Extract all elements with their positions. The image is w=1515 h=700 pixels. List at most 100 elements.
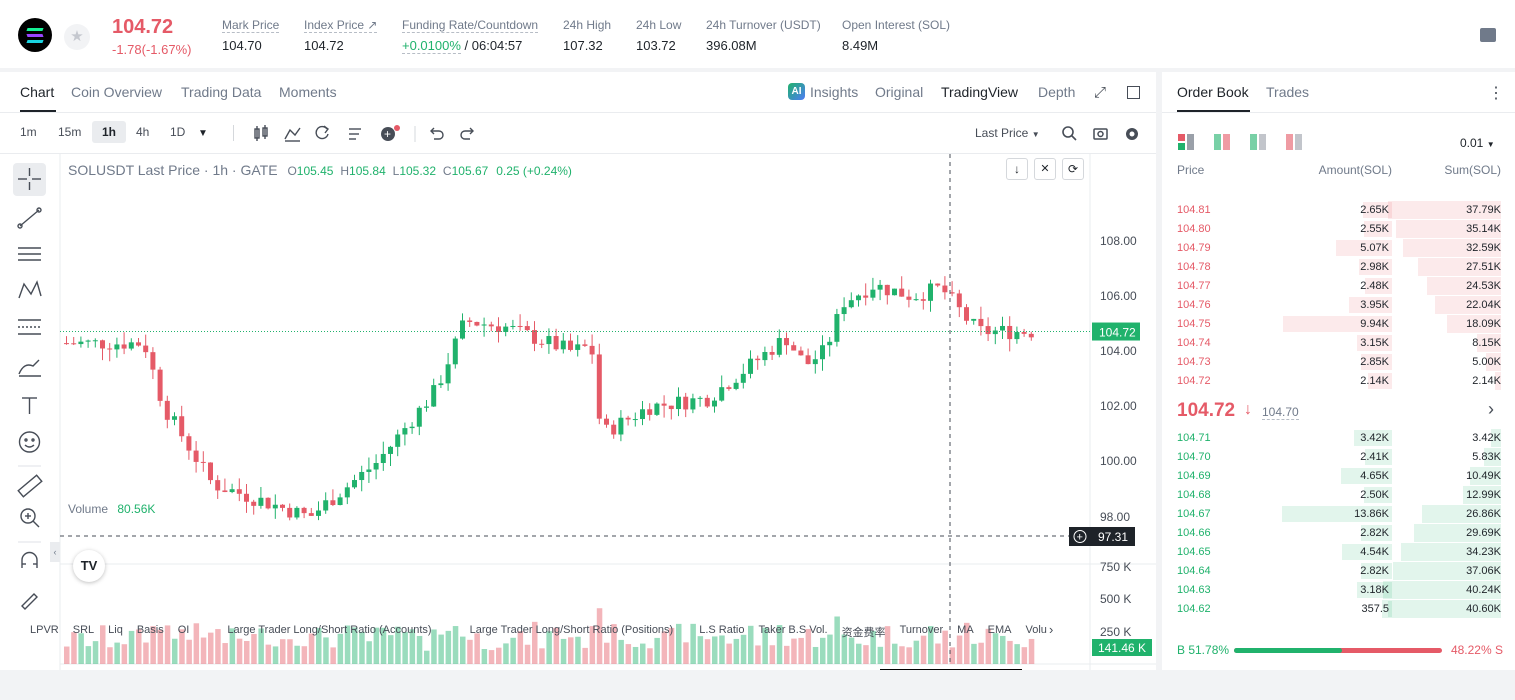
chevron-right-icon[interactable]: › <box>1488 399 1494 419</box>
indicator-item[interactable]: Large Trader Long/Short Ratio (Positions… <box>469 624 674 636</box>
orderbook-row[interactable]: 104.62 357.5 40.60K <box>1162 600 1515 618</box>
text-tool-icon[interactable] <box>22 397 37 414</box>
orderbook-row[interactable]: 104.81 2.65K 37.79K <box>1162 201 1515 219</box>
collapse-icon[interactable]: ✕ <box>1034 158 1056 180</box>
orderbook-row[interactable]: 104.63 3.18K 40.24K <box>1162 581 1515 599</box>
reset-icon[interactable]: ⟳ <box>1062 158 1084 180</box>
scroll-down-icon[interactable]: ↓ <box>1006 158 1028 180</box>
trend-line-icon[interactable] <box>17 207 42 229</box>
ruler-icon[interactable] <box>17 474 43 498</box>
indicator-item[interactable]: Turnover <box>899 624 944 636</box>
interval-15m[interactable]: 15m <box>58 125 82 139</box>
book-amount: 2.41K <box>1360 451 1389 463</box>
view-bids-icon[interactable] <box>1214 134 1230 150</box>
interval-1D[interactable]: 1D <box>170 125 186 139</box>
orderbook-row[interactable]: 104.69 4.65K 10.49K <box>1162 467 1515 485</box>
crosshair-icon[interactable] <box>18 168 41 190</box>
window-icon[interactable] <box>1127 86 1140 99</box>
view-tab-insights[interactable]: Insights <box>810 84 859 100</box>
replay-icon[interactable] <box>315 125 329 140</box>
orderbook-row[interactable]: 104.72 2.14K 2.14K <box>1162 372 1515 390</box>
orderbook-row[interactable]: 104.76 3.95K 22.04K <box>1162 296 1515 314</box>
tab-chart[interactable]: Chart <box>20 84 55 100</box>
book-sum: 29.69K <box>1466 527 1501 539</box>
orderbook-row[interactable]: 104.78 2.98K 27.51K <box>1162 258 1515 276</box>
indicator-item[interactable]: Basis <box>136 624 164 636</box>
interval-dropdown-icon[interactable]: ▼ <box>198 128 208 139</box>
emoji-icon[interactable] <box>18 431 41 453</box>
magnet-icon[interactable] <box>21 551 38 569</box>
fib-icon[interactable] <box>18 319 41 335</box>
pattern-icon[interactable] <box>18 280 42 299</box>
orderbook-row[interactable]: 104.65 4.54K 34.23K <box>1162 543 1515 561</box>
tab-coin-overview[interactable]: Coin Overview <box>71 84 163 100</box>
interval-1m[interactable]: 1m <box>20 125 37 139</box>
orderbook-row[interactable]: 104.77 2.48K 24.53K <box>1162 277 1515 295</box>
indicator-item[interactable]: 资金费率 <box>841 627 886 639</box>
price-source-select[interactable]: Last Price ▼ <box>975 126 1040 140</box>
tradingview-logo-icon[interactable]: TV <box>73 550 105 582</box>
depth-bar <box>1491 429 1501 447</box>
candles-type-icon[interactable] <box>254 125 268 141</box>
templates-icon[interactable] <box>349 128 361 140</box>
add-order-plus-icon[interactable] <box>1073 530 1087 543</box>
pencil-lock-icon[interactable] <box>21 593 38 610</box>
interval-1h[interactable]: 1h <box>92 121 127 143</box>
indicator-item[interactable]: EMA <box>987 624 1012 636</box>
view-both-icon[interactable] <box>1178 134 1194 150</box>
orderbook-row[interactable]: 104.80 2.55K 35.14K <box>1162 220 1515 238</box>
tab-moments[interactable]: Moments <box>279 84 337 100</box>
zoom-in-icon[interactable] <box>20 508 40 528</box>
orderbook-row[interactable]: 104.67 13.86K 26.86K <box>1162 505 1515 523</box>
orderbook-row[interactable]: 104.75 9.94K 18.09K <box>1162 315 1515 333</box>
camera-icon[interactable] <box>1093 128 1108 140</box>
orderbook-row[interactable]: 104.70 2.41K 5.83K <box>1162 448 1515 466</box>
orderbook-row[interactable]: 104.68 2.50K 12.99K <box>1162 486 1515 504</box>
tab-trading-data[interactable]: Trading Data <box>181 84 262 100</box>
mid-mark-price[interactable]: 104.70 <box>1262 405 1299 420</box>
brush-icon[interactable] <box>18 359 41 377</box>
indicator-item[interactable]: Taker B.S Vol. <box>758 624 828 636</box>
indicator-item[interactable]: OI <box>177 624 190 636</box>
indicator-item[interactable]: L.S Ratio <box>699 624 745 636</box>
horizontal-lines-icon[interactable] <box>18 247 41 261</box>
add-alert-icon[interactable]: + <box>381 125 400 141</box>
more-options-icon[interactable]: ⋮ <box>1488 85 1504 102</box>
orderbook-row[interactable]: 104.73 2.85K 5.00K <box>1162 353 1515 371</box>
collapse-toolbar-icon[interactable]: ‹ <box>50 542 60 562</box>
interval-4h[interactable]: 4h <box>136 125 150 139</box>
undo-icon[interactable] <box>430 127 444 140</box>
settings-gear-icon[interactable] <box>1126 128 1138 140</box>
indicator-item[interactable]: SRL <box>72 624 95 636</box>
notebook-icon[interactable] <box>1480 28 1496 42</box>
indicator-item[interactable]: MA <box>957 624 974 636</box>
crosshair-tool[interactable] <box>13 163 46 196</box>
orderbook-row[interactable]: 104.74 3.15K 8.15K <box>1162 334 1515 352</box>
indicator-item[interactable]: Large Trader Long/Short Ratio (Accounts) <box>227 624 432 636</box>
price-tick: 106.00 <box>1100 289 1137 303</box>
tab-order-book[interactable]: Order Book <box>1177 84 1249 100</box>
tab-trades[interactable]: Trades <box>1266 84 1310 100</box>
view-asks-icon[interactable] <box>1286 134 1302 150</box>
funding-countdown: / 06:04:57 <box>460 38 523 53</box>
search-icon[interactable] <box>1062 126 1077 141</box>
orderbook-row[interactable]: 104.79 5.07K 32.59K <box>1162 239 1515 257</box>
view-tab-original[interactable]: Original <box>875 84 924 100</box>
indicator-next-icon[interactable]: › <box>1049 622 1054 637</box>
favorite-star-icon[interactable]: ★ <box>64 24 90 50</box>
view-tab-tradingview[interactable]: TradingView <box>941 84 1019 100</box>
view-tab-depth[interactable]: Depth <box>1038 84 1076 100</box>
indicator-item[interactable]: Liq <box>108 624 123 636</box>
fullscreen-icon[interactable]: ⤢ <box>1094 84 1107 101</box>
redo-icon[interactable] <box>460 127 474 140</box>
view-green-icon[interactable] <box>1250 134 1266 150</box>
indicator-item[interactable]: LPVR <box>30 624 59 636</box>
orderbook-row[interactable]: 104.64 2.82K 37.06K <box>1162 562 1515 580</box>
indicators-icon[interactable] <box>284 127 301 142</box>
orderbook-row[interactable]: 104.66 2.82K 29.69K <box>1162 524 1515 542</box>
book-amount: 3.15K <box>1360 337 1389 349</box>
candlestick-chart[interactable]: 108.00 106.00 104.00 102.00 100.00 98.00 750 K… <box>0 154 1156 670</box>
precision-select[interactable]: 0.01 ▼ <box>1460 136 1495 150</box>
indicator-item[interactable]: Volu <box>1025 624 1047 636</box>
orderbook-row[interactable]: 104.71 3.42K 3.42K <box>1162 429 1515 447</box>
